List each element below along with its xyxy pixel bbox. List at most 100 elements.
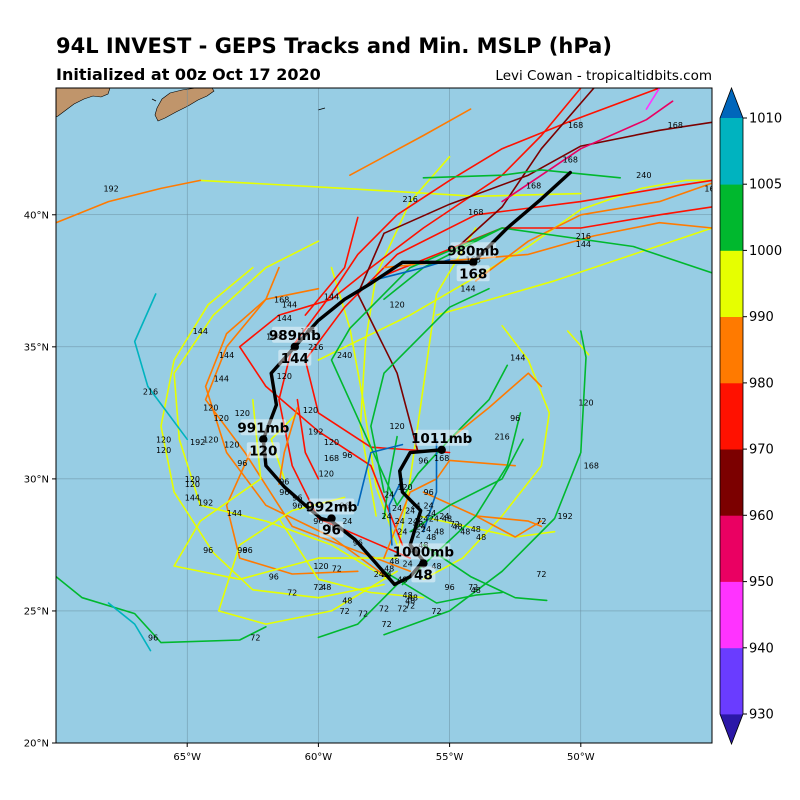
forecast-hour-label: 72 <box>379 604 389 613</box>
forecast-hour-label: 168 <box>274 295 289 304</box>
forecast-hour-label: 96 <box>340 501 350 510</box>
pressure-label-bg <box>396 543 451 560</box>
ensemble-track <box>217 496 398 625</box>
forecast-hour-label: 24 <box>424 501 434 510</box>
mean-hour-label: 144 <box>281 351 309 367</box>
colorbar-label: 980 <box>749 376 774 391</box>
ensemble-track <box>422 169 622 179</box>
ensemble-track <box>199 179 582 198</box>
forecast-hour-label: 72 <box>410 530 420 539</box>
forecast-hour-label: 48 <box>389 557 399 566</box>
colorbar-segment <box>720 118 743 185</box>
colorbar-segment <box>720 382 743 450</box>
forecast-hour-label: 120 <box>203 435 218 444</box>
forecast-hour-label: 120 <box>319 470 334 479</box>
forecast-hour-label: 96 <box>203 546 213 555</box>
forecast-hour-label: 72 <box>250 633 260 642</box>
forecast-hour-label: 72 <box>358 610 368 619</box>
mean-track-point <box>419 559 428 568</box>
forecast-hour-label: 48 <box>405 596 415 605</box>
land-nova-scotia <box>56 88 111 118</box>
forecast-hour-label: 144 <box>214 375 229 384</box>
lat-tick-label: 25°N <box>24 606 49 617</box>
forecast-hour-label: 24 <box>342 517 352 526</box>
forecast-hour-label: 24 <box>418 515 428 524</box>
pressure-label-bg <box>272 326 318 343</box>
forecast-hour-label: 48 <box>403 591 413 600</box>
ensemble-track <box>356 443 404 507</box>
credit-label: Levi Cowan - tropicaltidbits.com <box>495 68 712 84</box>
forecast-hour-label: 120 <box>0 549 14 558</box>
forecast-hour-label: 192 <box>190 438 205 447</box>
forecast-hour-label: 48 <box>476 533 486 542</box>
forecast-hour-label: 24 <box>374 570 384 579</box>
pressure-label-bg <box>414 429 469 446</box>
forecast-hour-label: 24 <box>384 491 394 500</box>
forecast-hour-label: 48 <box>321 583 331 592</box>
ensemble-track <box>422 438 438 533</box>
forecast-hour-label: 120 <box>185 480 200 489</box>
min-pressure-label: 1011mb <box>411 431 473 447</box>
ensemble-track <box>448 88 595 256</box>
colorbar-extend-high <box>720 88 743 118</box>
forecast-hour-label: 48 <box>408 594 418 603</box>
forecast-hour-label: 240 <box>337 351 352 360</box>
ensemble-track <box>204 266 412 573</box>
min-pressure-label: 980mb <box>447 243 499 259</box>
ensemble-track <box>435 227 712 316</box>
colorbar-segment <box>720 184 743 251</box>
colorbar-segment <box>720 581 743 649</box>
forecast-hour-label: 96 <box>418 456 428 465</box>
ensemble-track <box>296 398 320 480</box>
forecast-hour-label: 24 <box>426 509 436 518</box>
forecast-hour-label: 168 <box>704 184 719 193</box>
forecast-hour-label: 24 <box>421 525 431 534</box>
forecast-hour-label: 96 <box>424 488 434 497</box>
ensemble-track <box>238 88 582 546</box>
ensemble-track <box>56 179 202 224</box>
forecast-hour-label: 24 <box>439 512 449 521</box>
forecast-hour-label: 72 <box>332 565 342 574</box>
forecast-hour-label: 48 <box>397 575 407 584</box>
ensemble-track <box>501 100 674 203</box>
pressure-label-bg <box>308 498 355 515</box>
mean-track-point <box>327 514 336 523</box>
forecast-hour-label: 168 <box>526 182 541 191</box>
forecast-hour-label: 120 <box>303 406 318 415</box>
forecast-hour-label: 24 <box>382 570 392 579</box>
forecast-hour-label: 72 <box>397 604 407 613</box>
colorbar-label: 1010 <box>749 112 782 127</box>
ensemble-track <box>173 398 398 581</box>
forecast-hour-label: 96 <box>279 478 289 487</box>
forecast-hour-label: 24 <box>416 522 426 531</box>
colorbar-label: 960 <box>749 509 774 524</box>
ensemble-track <box>396 364 509 507</box>
lat-tick-label: 35°N <box>24 342 49 353</box>
chart-title: 94L INVEST - GEPS Tracks and Min. MSLP (… <box>56 34 612 58</box>
forecast-hour-label: 48 <box>434 528 444 537</box>
mean-hour-label: 96 <box>322 523 341 539</box>
forecast-hour-label: 216 <box>403 195 418 204</box>
forecast-hour-label: 96 <box>445 583 455 592</box>
ensemble-track <box>160 266 385 599</box>
forecast-hour-label: 144 <box>300 327 315 336</box>
ensemble-track <box>645 88 661 110</box>
land-cape-breton <box>154 88 215 122</box>
forecast-hour-label: 24 <box>403 559 413 568</box>
forecast-hour-label: 120 <box>185 475 200 484</box>
colorbar-label: 930 <box>749 708 774 723</box>
forecast-hour-label: 48 <box>426 533 436 542</box>
forecast-hour-label: 216 <box>308 343 323 352</box>
hour-label-bg <box>246 442 280 459</box>
forecast-hour-label: 168 <box>563 155 578 164</box>
ensemble-track <box>56 575 267 644</box>
forecast-hour-label: 72 <box>287 589 297 598</box>
ensemble-track <box>370 287 490 493</box>
ensemble-track <box>304 216 359 316</box>
min-pressure-label: 992mb <box>306 500 358 516</box>
forecast-hour-label: 72 <box>382 620 392 629</box>
forecast-hour-label: 96 <box>342 451 352 460</box>
forecast-hour-label: 144 <box>185 493 200 502</box>
forecast-hour-label: 216 <box>143 388 158 397</box>
forecast-hour-label: 96 <box>510 414 520 423</box>
